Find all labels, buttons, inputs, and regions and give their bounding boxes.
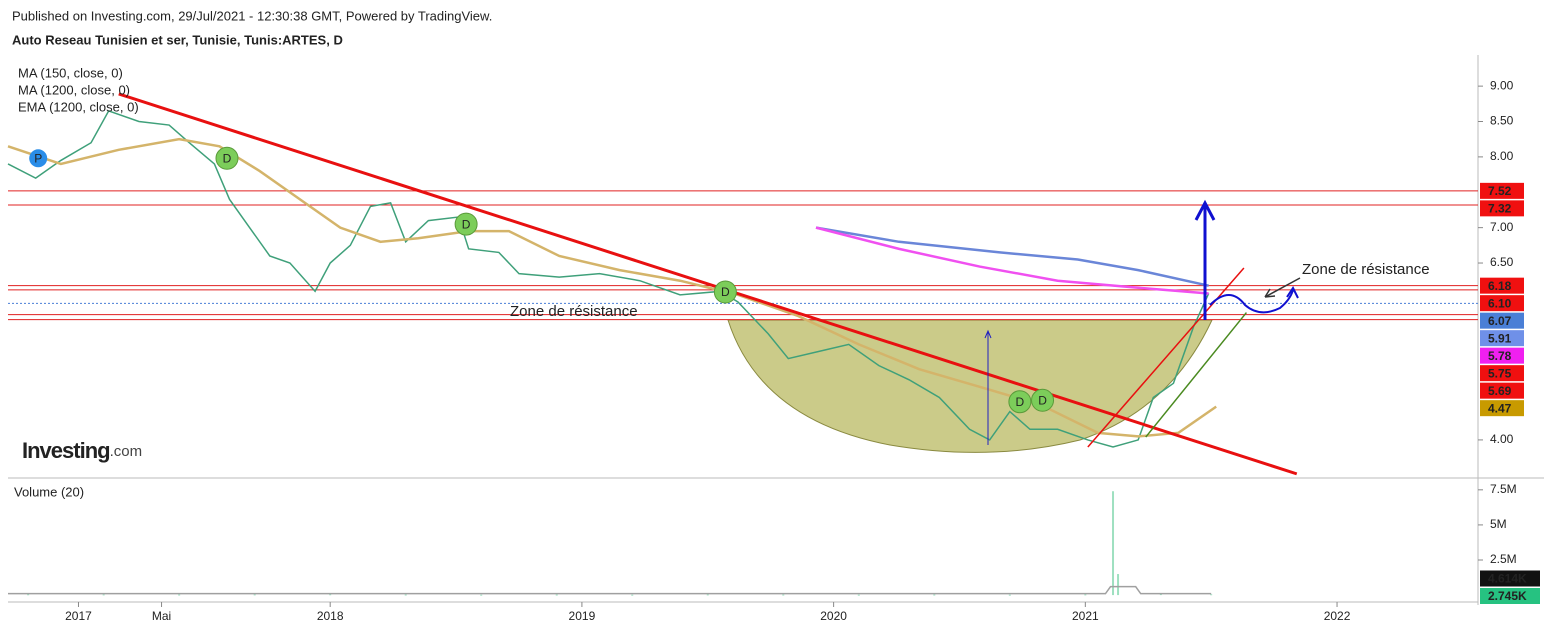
price-tag-label: 4.47 bbox=[1488, 401, 1512, 415]
trend-line bbox=[118, 92, 1298, 476]
x-tick-label: 2022 bbox=[1324, 609, 1351, 623]
annotation: Zone de résistance bbox=[510, 303, 638, 320]
volume-bar bbox=[178, 594, 181, 596]
price-tag-label: 5.69 bbox=[1488, 384, 1512, 398]
y-tick-label: 6.50 bbox=[1490, 255, 1514, 269]
x-tick-label: 2017 bbox=[65, 609, 92, 623]
trend-line bbox=[1145, 312, 1248, 438]
indicator-line bbox=[8, 585, 1212, 595]
plot-layer: 4.00 6.50 7.00 8.00 8.50 9.00 2017 Mai 2018 2019 2… bbox=[7, 78, 1540, 623]
price-tag bbox=[1480, 312, 1524, 329]
price-tag-label: 7.52 bbox=[1488, 184, 1512, 198]
indicator-line bbox=[815, 226, 1209, 287]
logo-brand: Investing bbox=[22, 438, 110, 463]
y-tick-label: 7.5M bbox=[1490, 482, 1517, 496]
y-tick-label: 9.00 bbox=[1490, 78, 1514, 92]
price-tag bbox=[1480, 295, 1524, 312]
event-marker bbox=[713, 280, 737, 304]
price-tag-label: 6.07 bbox=[1488, 314, 1512, 328]
annotation: Zone de résistance bbox=[1302, 261, 1430, 278]
volume-bar bbox=[782, 594, 785, 596]
volume-bar bbox=[706, 594, 709, 596]
legend-entry: MA (150, close, 0) bbox=[18, 65, 123, 80]
event-marker-label: D bbox=[1038, 393, 1047, 407]
event-marker bbox=[454, 212, 478, 236]
y-tick-label: 7.00 bbox=[1490, 220, 1514, 234]
event-marker-label: D bbox=[1016, 395, 1025, 409]
x-tick-label: Mai bbox=[152, 609, 171, 623]
y-tick-label: 5M bbox=[1490, 517, 1507, 531]
y-tick-label: 8.50 bbox=[1490, 114, 1514, 128]
price-tag bbox=[1480, 588, 1540, 604]
event-marker bbox=[1008, 390, 1032, 414]
pane-title: Volume (20) bbox=[14, 484, 84, 499]
x-tick-label: 2021 bbox=[1072, 609, 1099, 623]
volume-bar bbox=[1084, 594, 1087, 596]
price-tag-label: 6.10 bbox=[1488, 296, 1512, 310]
volume-bar bbox=[857, 594, 860, 596]
published: Published on Investing.com, 29/Jul/2021 … bbox=[12, 8, 492, 23]
arrow-head bbox=[1194, 199, 1216, 221]
symbol: Auto Reseau Tunisien et ser, Tunisie, Tu… bbox=[12, 32, 343, 47]
volume-bar bbox=[404, 594, 407, 596]
x-tick-label: 2019 bbox=[569, 609, 596, 623]
price-line bbox=[7, 109, 1210, 448]
price-tag-label: 5.75 bbox=[1488, 366, 1512, 380]
volume-bar bbox=[480, 594, 483, 596]
y-tick-label: 2.5M bbox=[1490, 552, 1517, 566]
volume-bar bbox=[1112, 491, 1115, 596]
event-marker-label: D bbox=[223, 151, 232, 165]
price-tag bbox=[1480, 200, 1524, 217]
price-tag bbox=[1480, 570, 1540, 587]
y-tick-label: 8.00 bbox=[1490, 149, 1514, 163]
indicator-line bbox=[815, 226, 1209, 295]
event-marker-label: D bbox=[721, 285, 730, 299]
price-tag bbox=[1480, 182, 1524, 199]
x-tick-label: 2018 bbox=[317, 609, 344, 623]
volume-bar bbox=[329, 594, 332, 596]
volume-bar bbox=[933, 594, 936, 596]
volume-bar bbox=[1210, 594, 1213, 596]
price-tag bbox=[1480, 330, 1524, 347]
price-tag-label: 4.614K bbox=[1488, 572, 1527, 586]
price-tag-label: 7.32 bbox=[1488, 202, 1512, 216]
logo-suffix: .com bbox=[110, 443, 143, 460]
volume-bar bbox=[631, 594, 634, 596]
price-tag bbox=[1480, 400, 1524, 417]
volume-bar bbox=[27, 594, 30, 596]
volume-bar bbox=[1117, 574, 1120, 596]
price-tag bbox=[1480, 365, 1524, 382]
volume-bar bbox=[102, 594, 105, 596]
x-tick-label: 2020 bbox=[820, 609, 847, 623]
volume-bar bbox=[1008, 594, 1011, 596]
price-tag bbox=[1480, 277, 1524, 294]
pointer bbox=[1264, 277, 1301, 298]
y-tick-label: 4.00 bbox=[1490, 432, 1514, 446]
logo: Investing.com bbox=[22, 438, 142, 463]
arrow-head bbox=[1286, 286, 1299, 299]
price-tag bbox=[1480, 347, 1524, 364]
event-marker bbox=[1031, 388, 1055, 412]
price-tag-label: 5.91 bbox=[1488, 331, 1512, 345]
projection-path bbox=[1209, 289, 1294, 314]
price-tag-label: 6.18 bbox=[1488, 279, 1512, 293]
volume-bar bbox=[555, 594, 558, 596]
legend-entry: MA (1200, close, 0) bbox=[18, 82, 130, 97]
event-marker bbox=[29, 149, 48, 168]
event-marker bbox=[215, 146, 239, 170]
arrow-head bbox=[984, 329, 992, 339]
volume-bar bbox=[253, 594, 256, 596]
price-tag-label: 2.745K bbox=[1488, 589, 1527, 603]
cup-shape bbox=[727, 319, 1213, 453]
event-marker-label: D bbox=[462, 217, 471, 231]
legend-entry: EMA (1200, close, 0) bbox=[18, 99, 139, 114]
event-marker-label: P bbox=[34, 151, 42, 165]
price-tag bbox=[1480, 382, 1524, 399]
price-tag-label: 5.78 bbox=[1488, 349, 1512, 363]
